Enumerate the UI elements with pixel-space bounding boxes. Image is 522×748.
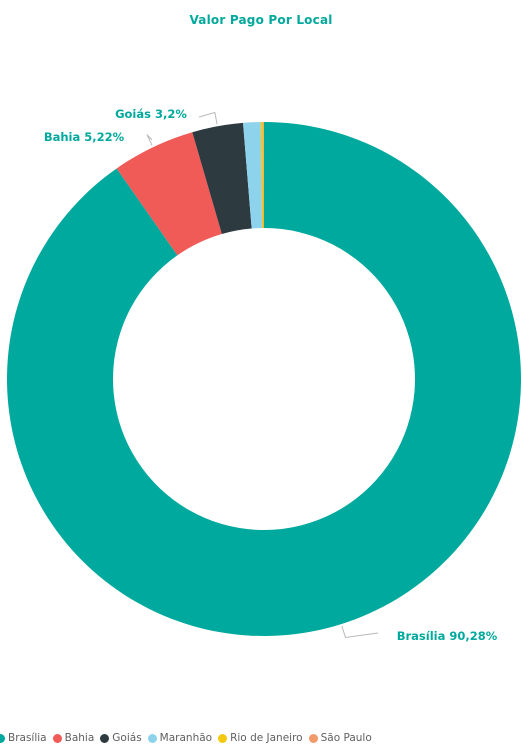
data-label-brasilia: Brasília 90,28% [397,629,498,643]
legend-marker-brasilia [0,733,5,743]
chart-title: Valor Pago Por Local [189,13,333,27]
slice-sao-paulo[interactable] [263,122,264,229]
legend-label-bahia: Bahia [64,732,95,744]
legend-item-sao-paulo[interactable]: São Paulo [308,732,372,744]
legend-label-maranhao: Maranhão [159,732,213,744]
legend-item-goias[interactable]: Goiás [100,732,142,744]
leader-line-goias [198,111,218,125]
legend-label-goias: Goiás [112,732,142,744]
slice-goias[interactable] [192,122,252,234]
legend-marker-sao-paulo [308,733,318,743]
donut-slices [6,122,522,636]
legend-marker-goias [100,733,110,743]
legend-label-sao-paulo: São Paulo [320,732,372,744]
slice-maranhao[interactable] [243,122,263,229]
slice-rio-de-janeiro[interactable] [260,122,264,229]
legend-label-rio-de-janeiro: Rio de Janeiro [230,732,303,744]
leader-line-brasilia [341,625,379,639]
data-labels: Bahia 5,22% Goiás 3,2% Brasília 90,28% [44,107,498,643]
leader-line-bahia [146,134,153,146]
legend-marker-maranhao [147,733,157,743]
donut-chart: Bahia 5,22% Goiás 3,2% Brasília 90,28% [6,107,522,643]
legend-label-brasilia: Brasília [8,732,47,744]
legend-item-rio-de-janeiro[interactable]: Rio de Janeiro [218,732,303,744]
chart-legend: Brasília Bahia Goiás Maranhão Rio de Janeiro… [0,732,378,748]
legend-item-maranhao[interactable]: Maranhão [147,732,213,744]
slice-bahia[interactable] [116,132,222,256]
legend-marker-bahia [52,733,62,743]
legend-marker-rio-de-janeiro [218,733,228,743]
legend-item-bahia[interactable]: Bahia [52,732,95,744]
legend-item-brasilia[interactable]: Brasília [0,732,47,744]
data-label-goias: Goiás 3,2% [115,107,187,121]
slice-brasilia[interactable] [6,122,522,636]
data-label-bahia: Bahia 5,22% [44,130,125,144]
